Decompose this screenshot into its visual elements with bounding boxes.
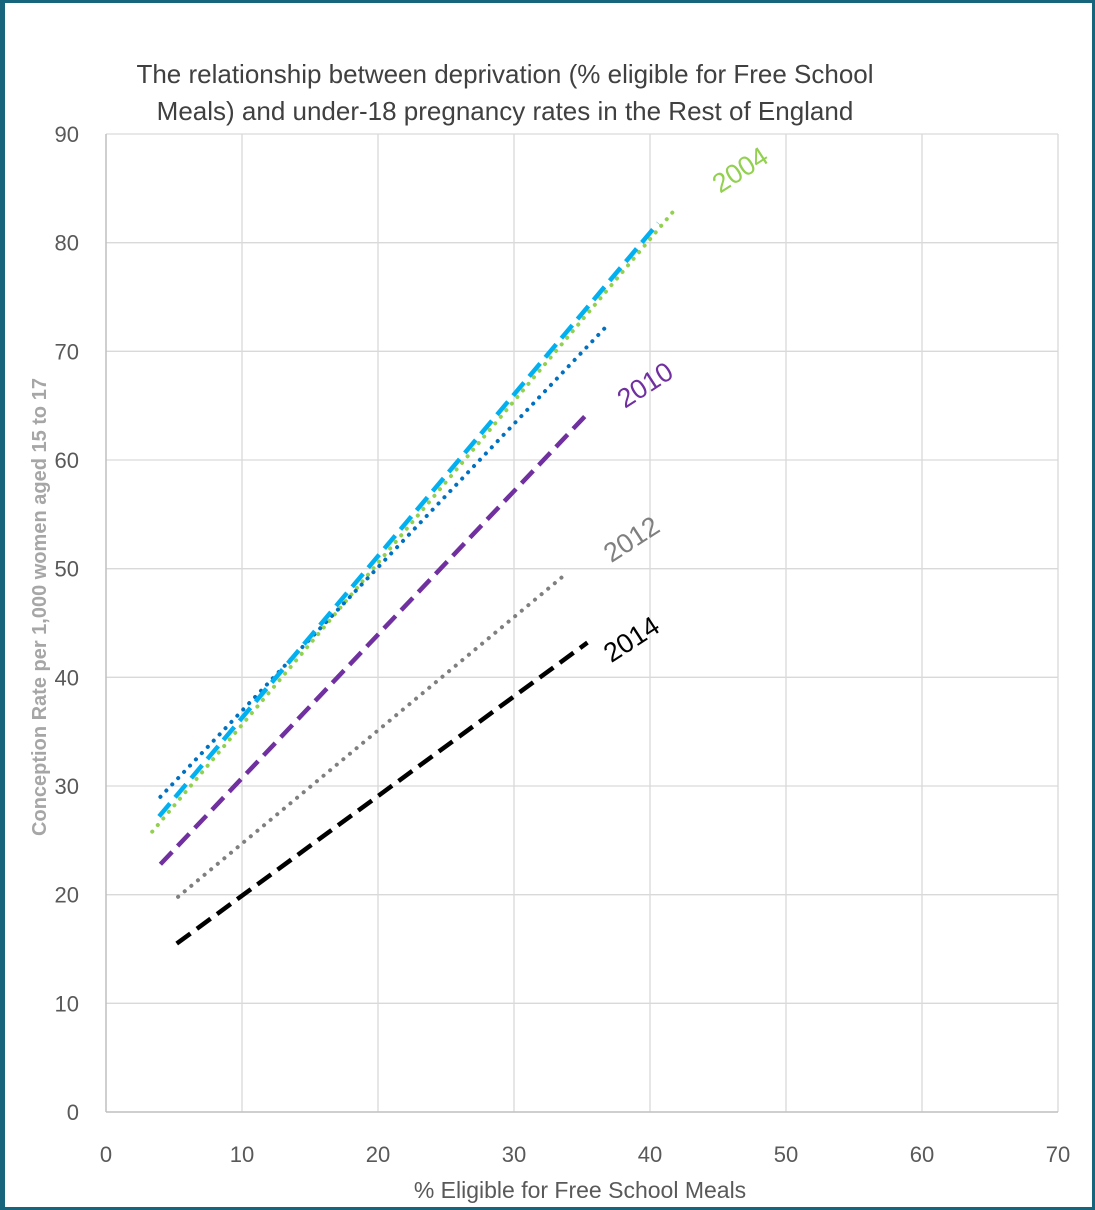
y-tick-label: 70 — [55, 339, 79, 364]
y-tick-label: 30 — [55, 774, 79, 799]
y-tick-label: 0 — [67, 1100, 79, 1125]
chart-title-line-1: The relationship between deprivation (% … — [136, 59, 873, 89]
trend-line-6 — [175, 640, 589, 946]
x-tick-label: 30 — [502, 1142, 526, 1167]
x-tick-label: 70 — [1046, 1142, 1070, 1167]
y-tick-label: 60 — [55, 448, 79, 473]
trend-line-5 — [176, 572, 568, 899]
y-axis-title: Conception Rate per 1,000 women aged 15 … — [29, 378, 51, 836]
chart-title-line-2: Meals) and under-18 pregnancy rates in t… — [157, 96, 854, 126]
x-tick-label: 40 — [638, 1142, 662, 1167]
x-tick-label: 10 — [230, 1142, 254, 1167]
annotation-group: 2004 2010 2012 2014 — [598, 141, 774, 668]
year-label-2014: 2014 — [598, 610, 665, 668]
x-tick-label: 50 — [774, 1142, 798, 1167]
year-label-2004: 2004 — [707, 141, 774, 199]
y-tick-label: 20 — [55, 883, 79, 908]
y-tick-label: 40 — [55, 665, 79, 690]
year-label-2010: 2010 — [612, 356, 679, 414]
y-tick-label: 50 — [55, 557, 79, 582]
x-tick-label: 0 — [100, 1142, 112, 1167]
y-tick-label: 10 — [55, 991, 79, 1016]
y-tick-label: 90 — [55, 122, 79, 147]
x-tick-label: 60 — [910, 1142, 934, 1167]
chart-title: The relationship between deprivation (% … — [136, 59, 873, 126]
year-label-2012: 2012 — [598, 510, 665, 568]
trend-line-4 — [158, 414, 587, 866]
trend-line-1 — [150, 204, 680, 834]
trend-line-3 — [157, 221, 660, 818]
y-tick-label: 80 — [55, 231, 79, 256]
trend-line-2 — [158, 324, 609, 799]
x-axis-title: % Eligible for Free School Meals — [414, 1177, 746, 1203]
x-tick-label: 20 — [366, 1142, 390, 1167]
gridlines — [106, 133, 1059, 1112]
series-group — [150, 204, 680, 946]
axes: 0 10 20 30 40 50 60 70 0 10 20 30 40 50 60 70 80 90 — [55, 122, 1071, 1167]
